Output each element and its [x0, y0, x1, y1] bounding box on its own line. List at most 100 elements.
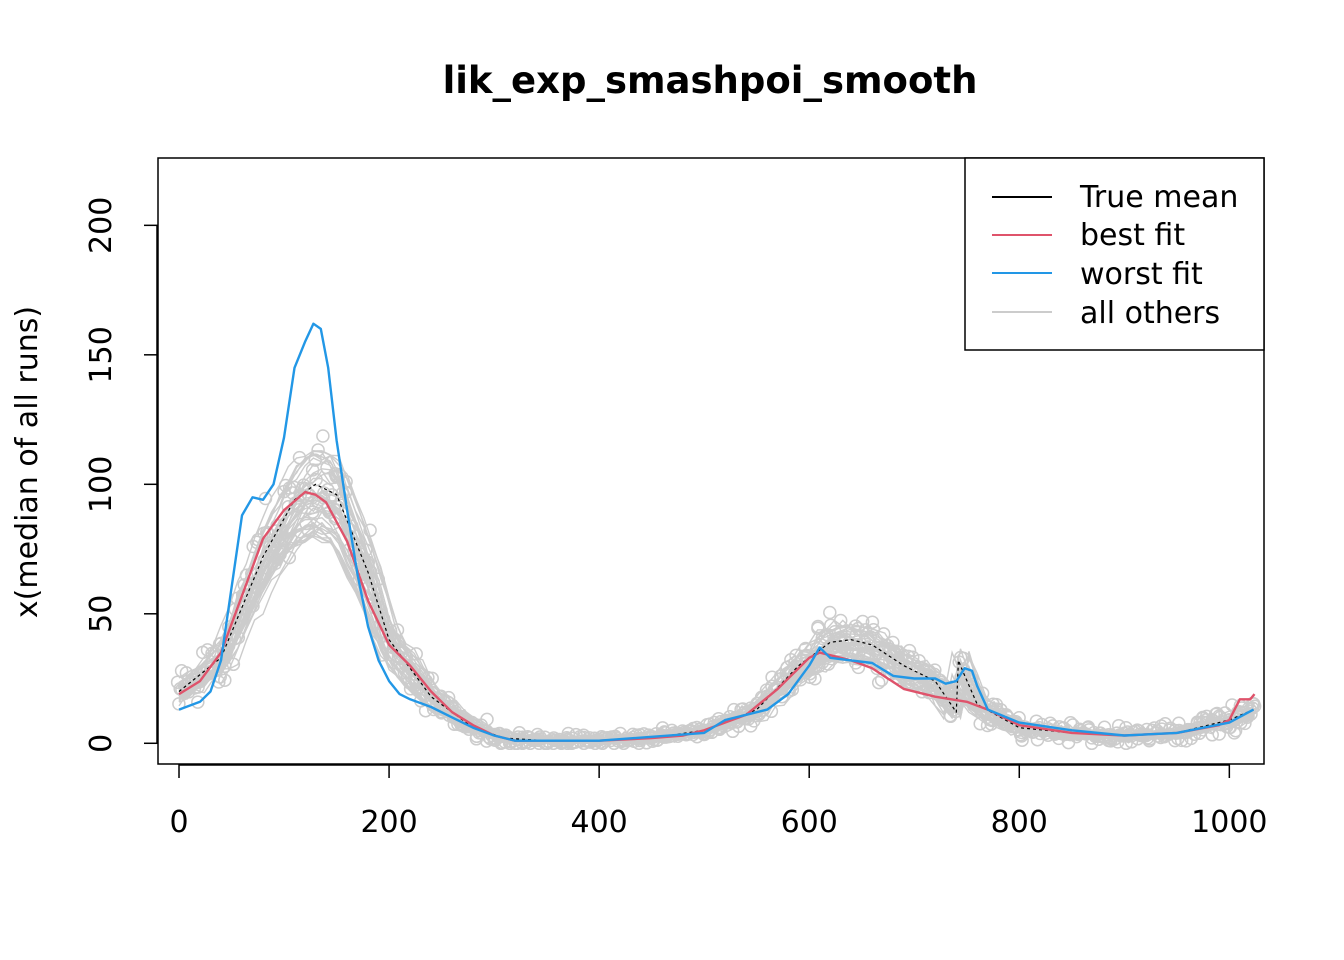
other-run-line	[178, 494, 1255, 745]
x-tick-label: 0	[169, 805, 188, 840]
observation-point	[200, 643, 215, 657]
observation-point	[261, 527, 275, 541]
other-run-line	[178, 517, 1255, 745]
observation-point	[727, 702, 741, 717]
observation-point	[823, 605, 837, 620]
observation-point	[498, 735, 512, 749]
observation-point	[1247, 697, 1261, 711]
y-tick-label: 200	[84, 197, 119, 254]
observation-point	[855, 614, 870, 629]
other-run-line	[178, 494, 1255, 745]
observation-point	[1061, 735, 1076, 750]
observation-point	[197, 666, 211, 681]
observation-point	[231, 630, 246, 645]
y-tick-label: 100	[84, 456, 119, 513]
observation-point	[321, 483, 335, 497]
observation-point	[426, 702, 441, 717]
observation-point	[785, 682, 800, 697]
observation-point	[954, 670, 968, 684]
y-tick-label: 50	[84, 595, 119, 633]
observation-point	[788, 655, 802, 670]
observation-point	[260, 525, 274, 540]
observation-point	[408, 667, 422, 681]
observation-point	[980, 718, 995, 733]
y-axis-label: x(median of all runs)	[10, 306, 45, 618]
observation-point	[403, 682, 418, 696]
observation-point	[1107, 732, 1122, 746]
observation-point	[410, 682, 425, 696]
observation-point	[1030, 732, 1045, 747]
observation-point	[818, 630, 832, 644]
observation-point	[851, 621, 865, 636]
observation-point	[282, 550, 297, 565]
observation-point	[832, 632, 847, 647]
observation-point	[330, 499, 345, 514]
legend: True mean best fit worst fit all others	[964, 157, 1265, 351]
plot-frame	[157, 157, 1265, 765]
observation-point	[338, 504, 352, 519]
observation-point	[861, 647, 875, 662]
observation-point	[287, 480, 301, 495]
observation-point	[798, 641, 813, 656]
observation-point	[292, 450, 307, 465]
observation-point	[1238, 716, 1252, 731]
x-tick-label: 200	[360, 805, 417, 840]
observation-point	[374, 603, 388, 618]
observation-point	[780, 660, 794, 675]
other-run-line	[178, 497, 1255, 745]
y-axis: 0 50 100 150 200	[84, 197, 158, 753]
observation-point	[896, 648, 910, 662]
observation-point	[876, 642, 891, 656]
chart-title: lik_exp_smashpoi_smooth	[443, 59, 978, 102]
observation-point	[254, 571, 269, 585]
observation-point	[1210, 706, 1224, 721]
series-line-true-mean	[178, 483, 1254, 742]
observation-point	[900, 675, 915, 689]
observation-point	[273, 547, 287, 562]
series-line-worst-fit	[178, 322, 1255, 742]
observation-point	[905, 650, 920, 664]
observation-point	[1179, 734, 1193, 748]
observation-point	[363, 565, 378, 579]
observation-point	[441, 690, 456, 705]
observation-point	[865, 615, 880, 629]
observation-point	[886, 635, 900, 650]
observation-point	[363, 523, 377, 538]
observation-point	[264, 549, 279, 563]
observation-point	[311, 443, 325, 457]
observation-point	[811, 659, 826, 673]
observation-point	[912, 654, 926, 668]
observation-point	[299, 516, 313, 531]
observation-point	[172, 697, 186, 711]
x-axis: 0 200 400 600 800 1000	[169, 764, 1268, 840]
other-run-line	[178, 517, 1255, 745]
observation-point	[1085, 736, 1099, 751]
observation-point	[793, 672, 808, 687]
observation-point	[844, 644, 859, 658]
observation-point	[335, 486, 350, 501]
observation-point	[278, 478, 293, 493]
observation-point	[204, 659, 218, 674]
observation-point	[309, 472, 323, 487]
observation-point	[848, 619, 863, 633]
legend-label-all-others: all others	[1080, 296, 1220, 331]
main-series-layer	[178, 322, 1256, 742]
observation-point	[218, 673, 232, 687]
observation-point	[1072, 722, 1087, 736]
observation-point	[444, 700, 459, 715]
observation-point	[257, 553, 271, 567]
observation-point	[234, 613, 248, 627]
x-tick-label: 800	[991, 805, 1048, 840]
observation-point	[383, 623, 398, 638]
observation-point	[963, 679, 977, 693]
observation-point	[191, 695, 205, 709]
observation-point	[263, 539, 277, 554]
observation-point	[305, 463, 320, 477]
observation-points-layer	[170, 429, 1262, 751]
observation-point	[226, 657, 241, 672]
observation-point	[271, 541, 285, 555]
observation-point	[239, 588, 253, 602]
observation-point	[339, 474, 353, 489]
observation-point	[308, 453, 322, 467]
